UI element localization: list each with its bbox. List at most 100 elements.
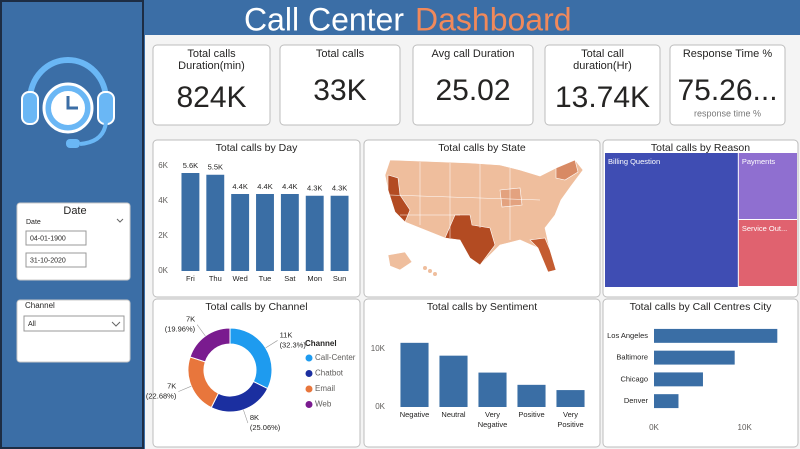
bar xyxy=(654,372,703,387)
chart-title: Total calls by Reason xyxy=(651,142,750,154)
legend-label: Email xyxy=(315,384,335,393)
legend-title: Channel xyxy=(305,339,337,348)
y-tick-label: Denver xyxy=(624,396,649,405)
chart-title: Total calls by Day xyxy=(216,142,298,154)
dropdown[interactable] xyxy=(23,315,125,332)
legend-label: Call-Center xyxy=(315,353,356,362)
map-state xyxy=(529,237,557,273)
kpi-card xyxy=(669,44,786,126)
x-tick-label: Wed xyxy=(232,274,247,283)
leader-line xyxy=(196,324,206,337)
map-state xyxy=(387,174,411,223)
kpi-label: Total call xyxy=(581,48,624,60)
legend-swatch xyxy=(305,354,313,362)
map-hawaii xyxy=(428,269,432,273)
x-tick-label: Thu xyxy=(209,274,222,283)
treemap-cell xyxy=(605,153,738,287)
date-input[interactable] xyxy=(25,230,87,246)
x-tick-label: 10K xyxy=(738,423,753,432)
bar xyxy=(654,328,778,343)
value-label: 5.6K xyxy=(183,161,198,170)
kpi-value: 25.02 xyxy=(435,74,510,107)
title-accent: Dashboard xyxy=(415,1,572,37)
ear-cup xyxy=(21,91,39,125)
value-label: (22.68%) xyxy=(146,392,177,401)
map-hawaii xyxy=(433,272,437,276)
kpi-value: 33K xyxy=(313,74,366,107)
dropdown-value: All xyxy=(28,321,36,328)
y-tick-label: 6K xyxy=(158,161,168,170)
date-end: 31-10-2020 xyxy=(30,257,66,264)
kpi-card xyxy=(279,44,401,126)
y-tick-label: Los Angeles xyxy=(607,331,648,340)
legend-swatch xyxy=(305,401,313,408)
sidebar-border xyxy=(0,0,144,449)
channel-slicer: Channel All xyxy=(16,299,131,363)
cell-label: Billing Question xyxy=(608,157,660,166)
kpi-card xyxy=(544,44,661,126)
value-label: 4.3K xyxy=(307,184,322,193)
x-tick-label: Neutral xyxy=(441,410,466,419)
x-tick-label: Positive xyxy=(518,410,544,419)
cell-label: Service Out... xyxy=(742,224,787,233)
leader-line xyxy=(178,385,192,392)
bar xyxy=(654,394,679,409)
y-tick-label: Baltimore xyxy=(616,353,648,362)
bar xyxy=(517,384,546,407)
map-state xyxy=(499,187,523,208)
bar xyxy=(400,342,429,407)
legend-label: Web xyxy=(315,400,332,409)
count-label: 8K xyxy=(250,413,259,422)
count-label: 11K xyxy=(280,330,293,339)
legend-swatch xyxy=(305,385,313,393)
map-alaska xyxy=(387,251,413,271)
value-label: 4.4K xyxy=(232,182,247,191)
count-label: 7K xyxy=(167,382,176,391)
map-state xyxy=(444,214,496,266)
kpi-label: Total calls xyxy=(316,48,365,60)
kpi-label: Duration(min) xyxy=(178,60,245,72)
value-label: 5.5K xyxy=(208,163,223,172)
treemap-cell xyxy=(738,153,797,219)
kpi-label: Response Time % xyxy=(683,48,772,60)
title-main: Call Center xyxy=(244,1,404,37)
x-tick-label: Sat xyxy=(284,274,296,283)
kpi-label: Total calls xyxy=(187,48,236,60)
chevron xyxy=(116,218,124,223)
kpi-card xyxy=(412,44,534,126)
kpi-card xyxy=(152,44,271,126)
value-label: 4.3K xyxy=(332,184,347,193)
us-map xyxy=(384,159,584,276)
date-input[interactable] xyxy=(25,252,87,268)
value-label: 4.4K xyxy=(257,182,272,191)
y-tick-label: 4K xyxy=(158,196,168,205)
date-start: 04-01-1900 xyxy=(30,235,66,242)
ear-cup xyxy=(97,91,115,125)
y-tick-label: Chicago xyxy=(620,374,648,383)
kpi-value: 13.74K xyxy=(555,81,650,114)
headset-icon xyxy=(21,57,115,148)
mic xyxy=(79,121,108,146)
chart-title: Total calls by Channel xyxy=(205,301,307,313)
y-tick-label: 0K xyxy=(375,402,385,411)
bar xyxy=(654,350,735,365)
bar xyxy=(231,194,250,271)
bar xyxy=(556,390,585,407)
clock-hands xyxy=(66,96,78,110)
kpi-value: 75.26... xyxy=(677,74,777,107)
kpi-value: 824K xyxy=(176,81,246,114)
x-tick-label: Very Negative xyxy=(478,410,508,429)
bar xyxy=(439,355,468,407)
leader-line xyxy=(243,409,249,424)
slicer-title: Channel xyxy=(25,301,55,310)
legend-label: Chatbot xyxy=(315,369,344,378)
slicer-label: Date xyxy=(26,219,41,226)
chevron xyxy=(111,321,121,327)
kpi-sublabel: response time % xyxy=(694,108,761,118)
treemap-cell xyxy=(738,220,797,286)
date-slicer: Date Date 04-01-1900 31-10-2020 xyxy=(16,202,131,281)
value-label: (32.3%) xyxy=(280,340,307,349)
value-label: (25.06%) xyxy=(250,423,281,432)
chart-title: Total calls by Call Centres City xyxy=(630,301,773,313)
